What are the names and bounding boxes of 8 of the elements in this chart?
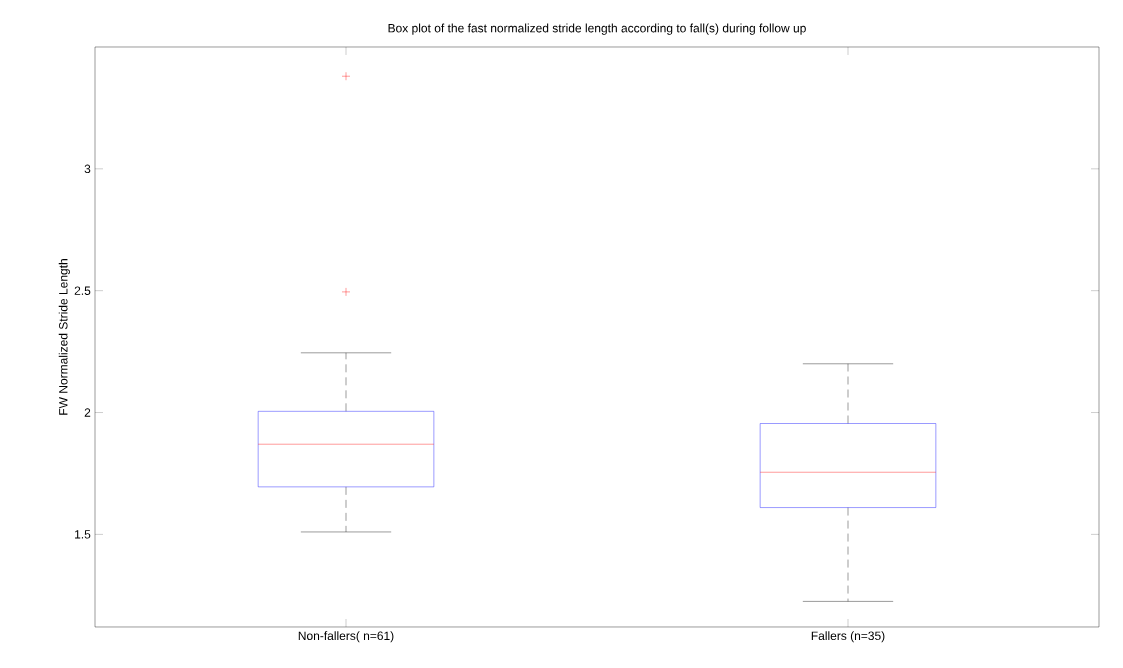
x-tick-label: Fallers (n=35) [811, 631, 885, 643]
y-tick-label: 2.5 [74, 286, 91, 295]
y-axis-title: FW Normalized Stride Length [58, 259, 70, 415]
x-tick-label: Non-fallers( n=61) [298, 631, 394, 643]
y-tick-label: 2 [84, 408, 91, 417]
chart-title: Box plot of the fast normalized stride length according to fall(s) during follow up [388, 23, 806, 35]
y-tick-label: 1.5 [75, 530, 91, 539]
y-tick-label: 3 [84, 164, 91, 174]
